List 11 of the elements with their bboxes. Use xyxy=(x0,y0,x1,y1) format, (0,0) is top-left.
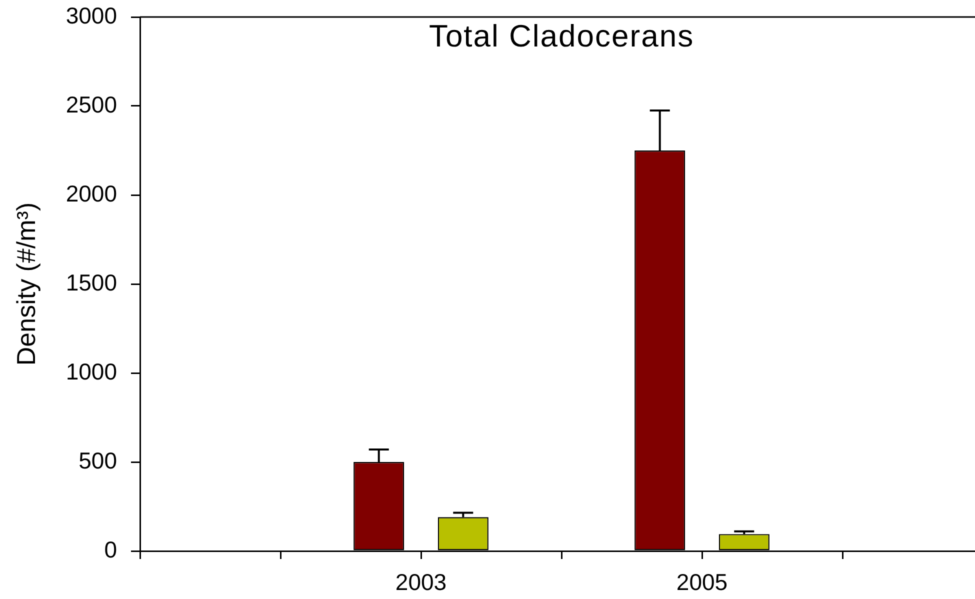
y-tick-label: 2000 xyxy=(66,180,117,206)
y-tick-label: 3000 xyxy=(66,2,117,28)
y-tick-label: 500 xyxy=(78,447,117,474)
x-tick-label: 2005 xyxy=(676,569,728,596)
y-tick-label: 1000 xyxy=(66,358,117,384)
y-tick-label: 1500 xyxy=(66,269,117,296)
y-axis-title: Density (#/m³) xyxy=(10,202,41,366)
y-tick-label: 0 xyxy=(104,536,117,562)
chart-title: Total Cladocerans xyxy=(428,18,694,54)
x-tick-label: 2003 xyxy=(395,569,447,596)
y-tick-label: 2500 xyxy=(66,91,117,118)
